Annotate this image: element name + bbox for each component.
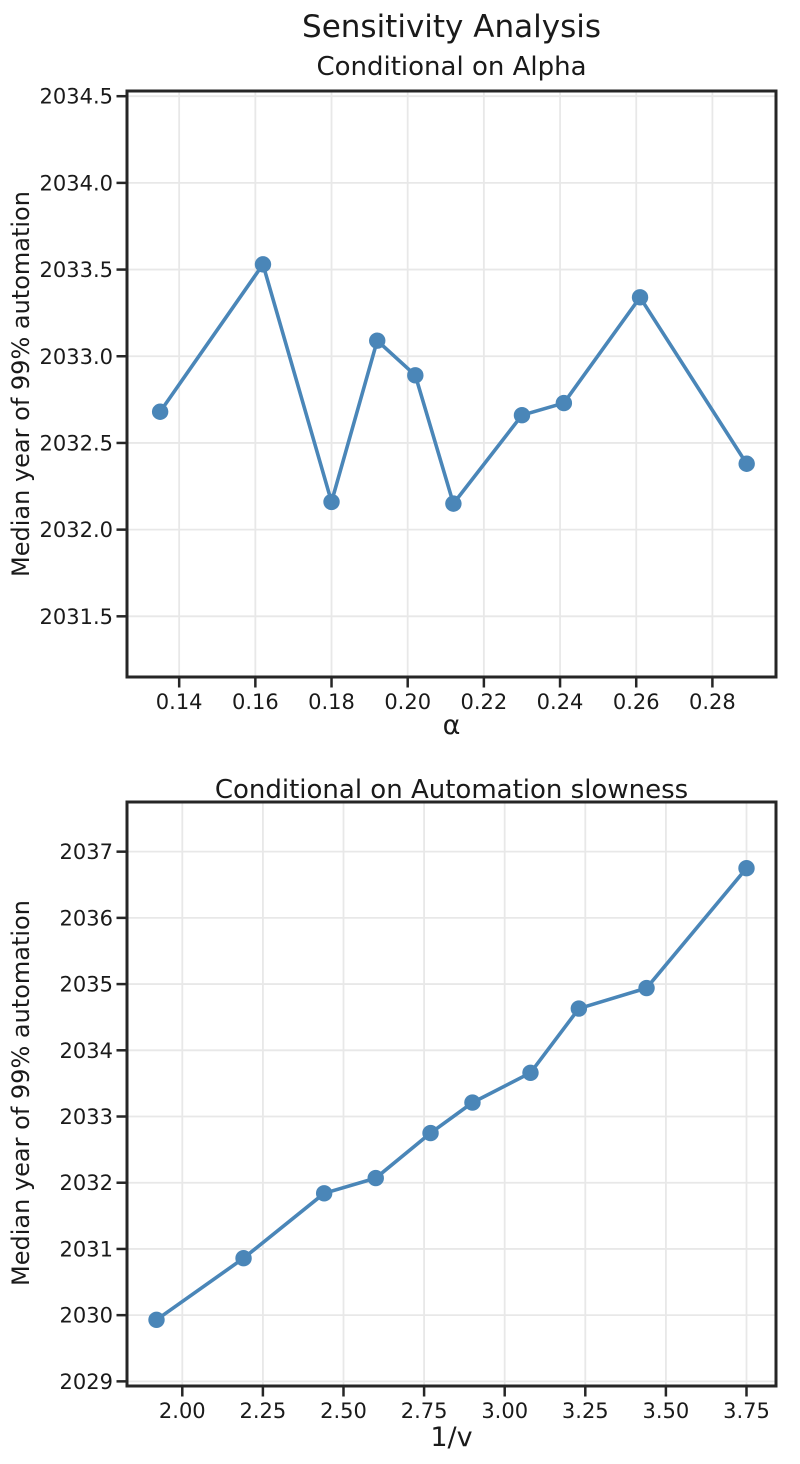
x-tick-label: 0.20: [384, 690, 431, 714]
y-tick-label: 2035: [60, 973, 113, 997]
figure-title: Sensitivity Analysis: [302, 9, 601, 45]
data-point: [407, 367, 424, 384]
y-tick-label: 2036: [60, 906, 113, 930]
x-tick-label: 2.50: [320, 1399, 367, 1423]
axes-frame: [125, 89, 778, 679]
data-point: [315, 1185, 333, 1202]
data-point: [631, 289, 649, 306]
x-tick-label: 2.25: [240, 1399, 287, 1423]
y-tick-label: 2030: [60, 1304, 113, 1328]
x-tick-label: 0.18: [308, 690, 355, 714]
data-point: [513, 407, 531, 424]
x-tick-label: 3.00: [481, 1399, 528, 1423]
x-tick-label: 2.75: [401, 1399, 448, 1423]
y-tick-label: 2033.5: [40, 258, 113, 282]
x-tick-label: 2.00: [159, 1399, 206, 1423]
y-tick-label: 2034.0: [40, 171, 113, 195]
y-tick-label: 2029: [60, 1370, 113, 1394]
data-line: [154, 866, 749, 1322]
y-tick-label: 2033: [60, 1105, 113, 1129]
y-tick-label: 2032.5: [40, 431, 113, 455]
x-tick-label: 0.14: [156, 690, 203, 714]
x-tick-label: 0.16: [232, 690, 279, 714]
data-line: [158, 262, 749, 506]
data-point: [445, 495, 462, 512]
y-tick-label: 2031: [60, 1237, 113, 1261]
x-tick-label: 0.24: [537, 690, 584, 714]
data-point: [522, 1064, 539, 1082]
data-point: [148, 1311, 165, 1328]
x-tick-label: 3.25: [562, 1399, 609, 1423]
x-tick-label: 3.50: [643, 1399, 690, 1423]
data-point: [638, 979, 655, 997]
y-tick-label: 2032.0: [40, 518, 113, 542]
x-tick-label: 0.22: [460, 690, 507, 714]
chart-slowness-xlabel: 1/v: [430, 1422, 473, 1453]
y-tick-label: 2034.5: [40, 85, 113, 109]
x-tick-label: 3.75: [723, 1399, 770, 1423]
data-point: [738, 860, 755, 877]
data-point: [738, 455, 755, 472]
data-point: [422, 1124, 439, 1142]
chart-alpha-title: Conditional on Alpha: [316, 52, 587, 82]
x-tick-label: 0.26: [613, 690, 660, 714]
data-point: [235, 1250, 252, 1267]
data-point: [369, 332, 386, 349]
data-point: [570, 1000, 588, 1017]
data-point: [254, 256, 272, 273]
y-tick-label: 2034: [60, 1039, 113, 1063]
chart-slowness-title: Conditional on Automation slowness: [214, 775, 689, 805]
y-tick-label: 2032: [60, 1171, 113, 1195]
data-point: [151, 403, 169, 420]
y-tick-label: 2031.5: [40, 605, 113, 629]
data-point: [464, 1094, 481, 1111]
x-tick-label: 0.28: [689, 690, 736, 714]
data-point: [367, 1169, 384, 1187]
data-point: [555, 394, 573, 412]
chart-alpha-xlabel: α: [442, 710, 461, 741]
y-tick-label: 2037: [60, 840, 113, 864]
data-point: [323, 493, 340, 511]
y-tick-label: 2033.0: [40, 345, 113, 369]
axes-frame: [125, 800, 778, 1388]
